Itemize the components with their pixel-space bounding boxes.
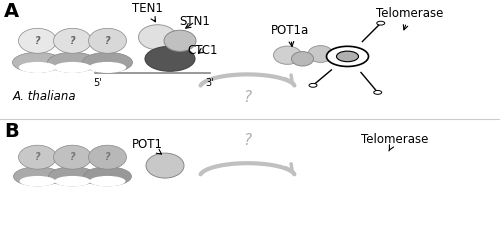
Text: ?: ? <box>70 152 75 162</box>
Ellipse shape <box>292 52 314 66</box>
Text: ?: ? <box>34 36 40 46</box>
Ellipse shape <box>164 30 196 51</box>
Ellipse shape <box>18 62 56 73</box>
Circle shape <box>376 21 384 25</box>
Ellipse shape <box>82 52 132 72</box>
Ellipse shape <box>48 52 98 72</box>
Circle shape <box>374 90 382 94</box>
Text: ?: ? <box>34 152 40 162</box>
Ellipse shape <box>274 46 301 64</box>
Ellipse shape <box>12 52 62 72</box>
Text: POT1: POT1 <box>132 138 163 154</box>
Text: ?: ? <box>244 133 252 148</box>
Ellipse shape <box>14 167 62 186</box>
Text: STN1: STN1 <box>180 15 210 28</box>
Circle shape <box>326 46 368 66</box>
Text: Telomerase: Telomerase <box>362 133 428 151</box>
Text: 5': 5' <box>93 78 102 88</box>
Text: B: B <box>4 122 19 141</box>
Text: ?: ? <box>70 36 75 46</box>
Ellipse shape <box>54 176 90 186</box>
Ellipse shape <box>138 25 176 50</box>
Ellipse shape <box>54 28 92 53</box>
Text: ?: ? <box>244 90 252 105</box>
Ellipse shape <box>88 28 126 53</box>
Text: Telomerase: Telomerase <box>376 7 444 30</box>
Ellipse shape <box>89 62 126 73</box>
Ellipse shape <box>48 167 96 186</box>
Text: 3': 3' <box>206 78 214 88</box>
Ellipse shape <box>18 145 57 169</box>
Circle shape <box>309 84 317 87</box>
Ellipse shape <box>146 153 184 178</box>
Ellipse shape <box>84 167 132 186</box>
Ellipse shape <box>308 46 333 62</box>
Text: POT1a: POT1a <box>271 24 309 46</box>
Circle shape <box>336 51 358 62</box>
Ellipse shape <box>20 176 56 186</box>
Text: ?: ? <box>104 152 110 162</box>
Ellipse shape <box>18 28 57 53</box>
Text: TEN1: TEN1 <box>132 2 163 22</box>
Ellipse shape <box>54 145 92 169</box>
Text: CTC1: CTC1 <box>187 44 218 57</box>
Text: A: A <box>4 2 19 21</box>
Text: A. thaliana: A. thaliana <box>12 90 76 102</box>
Ellipse shape <box>88 145 126 169</box>
Ellipse shape <box>90 176 126 186</box>
Text: ?: ? <box>104 36 110 46</box>
Ellipse shape <box>54 62 91 73</box>
Ellipse shape <box>145 46 195 71</box>
